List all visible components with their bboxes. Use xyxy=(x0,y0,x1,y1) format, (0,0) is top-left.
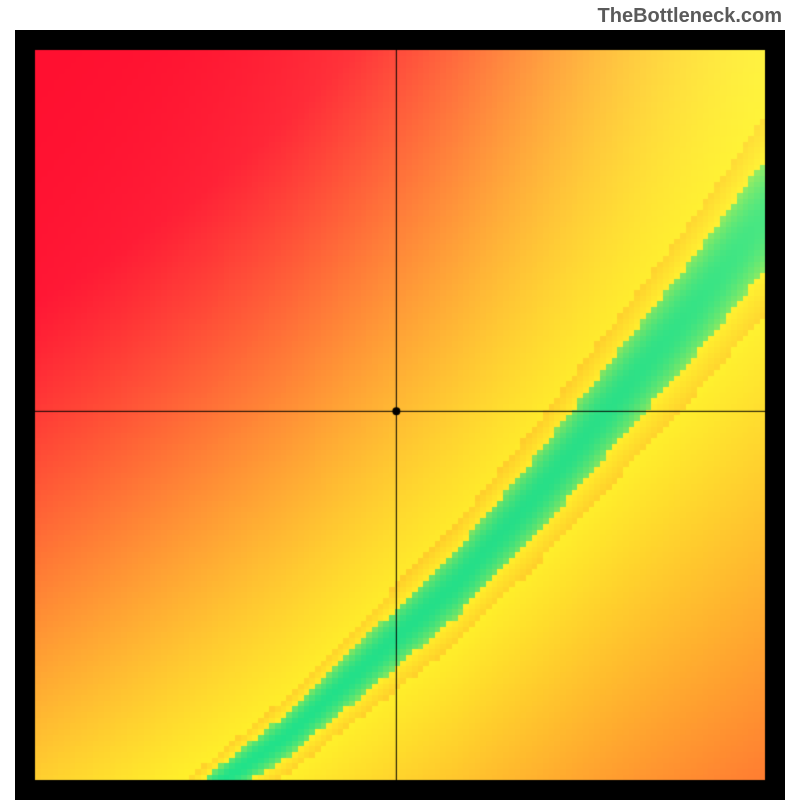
bottleneck-heatmap xyxy=(15,30,785,800)
plot-frame xyxy=(15,30,785,800)
chart-container: TheBottleneck.com xyxy=(0,0,800,800)
watermark-text: TheBottleneck.com xyxy=(598,5,782,28)
